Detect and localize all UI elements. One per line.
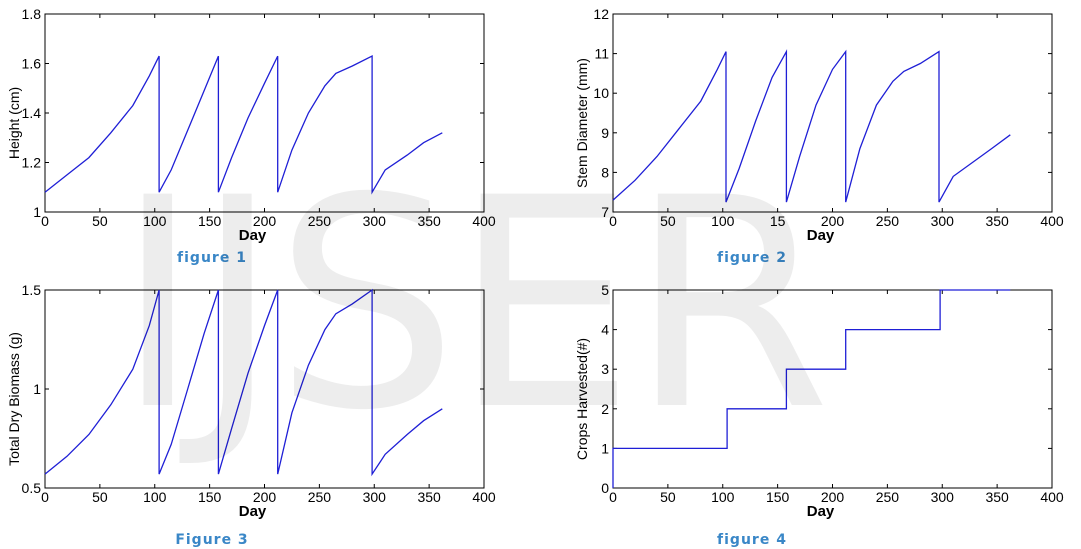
x-tick-label: 200 [253,213,277,229]
y-tick-label: 0 [601,480,609,496]
x-tick-label: 250 [308,213,332,229]
y-tick-label: 1.6 [22,56,42,72]
x-tick-label: 50 [660,213,676,229]
y-tick-label: 1.5 [22,282,42,298]
x-tick-label: 300 [363,489,387,505]
y-tick-label: 7 [601,204,609,220]
x-axis-label: Day [807,227,835,244]
x-tick-label: 350 [417,213,441,229]
chart-4: 0 50 100 150 200 250 300 350 400 0 1 2 3 4 5 Day Crops H… [574,282,1064,548]
y-tick-label: 1 [33,204,41,220]
series-line-1 [612,49,1011,203]
series-line-1 [44,288,443,477]
x-tick-label: 0 [41,213,49,229]
x-tick-label: 300 [931,213,955,229]
x-tick-label: 100 [711,489,735,505]
y-axis-label: Stem Diameter (mm) [574,58,590,188]
y-axis-label: Height (cm) [6,87,22,159]
x-tick-label: 50 [92,213,108,229]
figure-caption: Figure 3 [175,532,248,548]
x-tick-label: 250 [876,489,900,505]
x-tick-label: 350 [417,489,441,505]
y-tick-label: 8 [601,164,609,180]
x-tick-label: 50 [92,489,108,505]
x-tick-label: 400 [1040,489,1064,505]
x-tick-label: 300 [363,213,387,229]
x-axis-label: Day [239,227,267,244]
x-tick-label: 0 [609,213,617,229]
y-tick-label: 9 [601,125,609,141]
x-tick-label: 400 [472,213,496,229]
x-tick-label: 100 [711,213,735,229]
y-tick-label: 1 [601,440,609,456]
x-tick-label: 50 [660,489,676,505]
x-tick-label: 0 [41,489,49,505]
series-line-1 [612,289,1011,488]
x-tick-label: 300 [931,489,955,505]
y-tick-label: 0.5 [22,480,42,496]
y-tick-label: 4 [601,322,609,338]
y-axis-label: Crops Harvested(#) [574,338,590,460]
y-tick-label: 2 [601,401,609,417]
chart-3: 0 50 100 150 200 250 300 350 400 0.5 1 1.5 Day Total … [6,282,496,548]
x-tick-label: 150 [198,213,222,229]
y-tick-label: 12 [593,6,609,22]
x-tick-label: 100 [143,213,167,229]
x-tick-label: 350 [985,489,1009,505]
x-tick-label: 100 [143,489,167,505]
y-tick-label: 5 [601,282,609,298]
series-line-1 [44,55,443,195]
x-tick-label: 200 [821,489,845,505]
x-tick-label: 400 [472,489,496,505]
x-tick-label: 15 [770,213,786,229]
x-tick-label: 150 [766,489,790,505]
y-tick-label: 11 [594,46,609,62]
y-tick-label: 1.4 [22,105,42,121]
chart-1: 0 50 100 150 200 250 300 350 400 1 1.2 1.4 1.6 1.8 Day… [6,6,496,266]
figure-caption: figure 2 [717,250,787,266]
figure-caption: figure 4 [717,532,787,548]
x-axis-label: Day [807,503,835,520]
x-tick-label: 350 [985,213,1009,229]
x-tick-label: 250 [308,489,332,505]
x-tick-label: 150 [198,489,222,505]
y-tick-label: 10 [593,85,609,101]
y-axis-label: Total Dry Biomass (g) [6,332,22,466]
x-tick-label: 0 [609,489,617,505]
x-tick-label: 200 [253,489,277,505]
y-tick-label: 1 [33,381,41,397]
y-tick-label: 1.2 [22,155,42,171]
x-tick-label: 400 [1040,213,1064,229]
watermark: IJSER [115,137,825,474]
chart-2: 0 50 100 15 200 250 300 350 400 7 8 9 10 11 12 Day Stem … [574,6,1064,266]
figure-caption: figure 1 [177,250,247,266]
y-tick-label: 1.8 [22,6,42,22]
x-tick-label: 250 [876,213,900,229]
y-tick-label: 3 [601,361,609,377]
x-tick-label: 200 [821,213,845,229]
x-axis-label: Day [239,503,267,520]
